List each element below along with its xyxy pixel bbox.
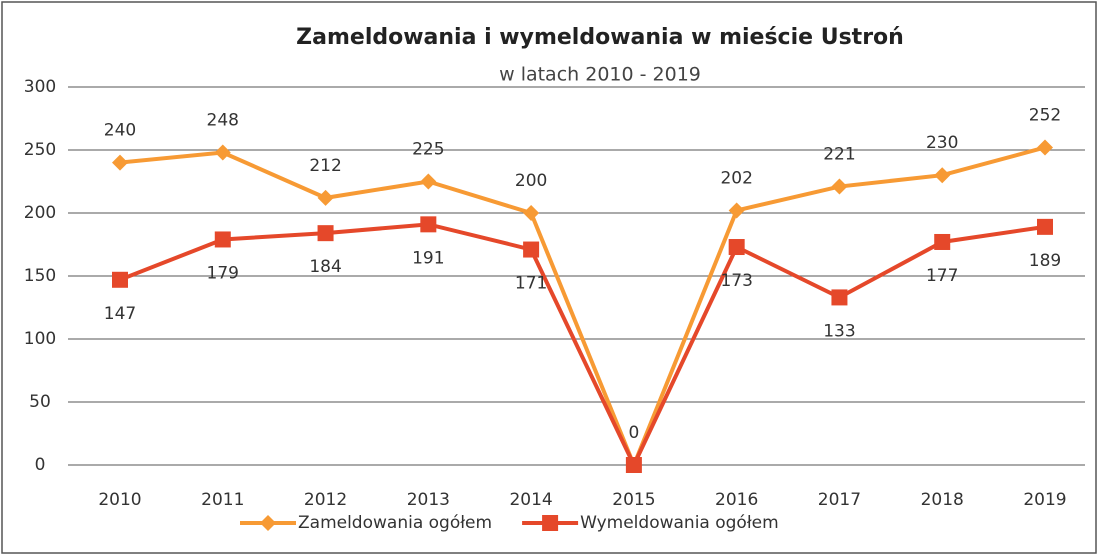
chart-subtitle: w latach 2010 - 2019 bbox=[499, 64, 701, 86]
x-tick-label: 2013 bbox=[407, 490, 450, 510]
point bbox=[317, 225, 334, 242]
data-label: 133 bbox=[823, 321, 855, 341]
y-tick-label: 250 bbox=[24, 140, 56, 160]
point bbox=[214, 231, 231, 248]
point bbox=[728, 202, 745, 219]
data-label: 147 bbox=[104, 304, 136, 324]
point bbox=[112, 154, 128, 171]
series-line bbox=[119, 145, 1046, 471]
x-tick-label: 2017 bbox=[818, 490, 861, 510]
x-tick-label: 2016 bbox=[715, 490, 758, 510]
data-label: 177 bbox=[926, 266, 958, 286]
y-tick-label: 0 bbox=[35, 455, 46, 475]
series-line bbox=[119, 222, 1046, 470]
x-tick-label: 2014 bbox=[509, 490, 552, 510]
x-tick-label: 2012 bbox=[304, 490, 347, 510]
data-label: 191 bbox=[412, 248, 444, 268]
data-label: 240 bbox=[104, 121, 136, 141]
y-tick-label: 50 bbox=[29, 392, 51, 412]
y-tick-label: 150 bbox=[24, 266, 56, 286]
data-label: 225 bbox=[412, 140, 444, 160]
point bbox=[934, 167, 951, 184]
point bbox=[1037, 139, 1053, 156]
data-label: 212 bbox=[309, 156, 341, 176]
data-label: 189 bbox=[1029, 251, 1061, 271]
x-tick-label: 2018 bbox=[921, 490, 964, 510]
point bbox=[523, 205, 540, 221]
data-label: 200 bbox=[515, 171, 547, 191]
data-label: 252 bbox=[1029, 105, 1061, 125]
data-label: 0 bbox=[628, 423, 639, 443]
point bbox=[523, 241, 540, 258]
point bbox=[317, 189, 334, 206]
point bbox=[1037, 218, 1053, 235]
data-label: 202 bbox=[720, 168, 752, 188]
data-label: 173 bbox=[720, 271, 752, 291]
data-label: 171 bbox=[515, 274, 547, 294]
point bbox=[625, 457, 642, 473]
data-label: 230 bbox=[926, 133, 958, 153]
data-label: 179 bbox=[207, 263, 239, 283]
point bbox=[831, 178, 848, 195]
y-tick-label: 200 bbox=[24, 203, 56, 223]
data-label: 221 bbox=[823, 145, 855, 165]
y-tick-label: 300 bbox=[24, 77, 56, 97]
point bbox=[420, 216, 437, 233]
x-tick-label: 2011 bbox=[201, 490, 244, 510]
point bbox=[934, 233, 951, 250]
legend-marker bbox=[542, 515, 559, 531]
legend-label: Wymeldowania ogółem bbox=[580, 513, 779, 533]
legend-label: Zameldowania ogółem bbox=[298, 513, 492, 533]
x-tick-label: 2019 bbox=[1023, 490, 1066, 510]
chart-title: Zameldowania i wymeldowania w mieście Us… bbox=[296, 25, 904, 50]
legend-marker bbox=[260, 515, 276, 531]
point bbox=[214, 144, 231, 161]
point bbox=[420, 173, 437, 190]
point bbox=[112, 271, 128, 288]
x-tick-label: 2010 bbox=[98, 490, 141, 510]
point bbox=[728, 239, 745, 256]
point bbox=[831, 289, 848, 306]
x-tick-label: 2015 bbox=[612, 490, 655, 510]
data-label: 184 bbox=[309, 257, 341, 277]
data-label: 248 bbox=[207, 111, 239, 131]
y-tick-label: 100 bbox=[24, 329, 56, 349]
